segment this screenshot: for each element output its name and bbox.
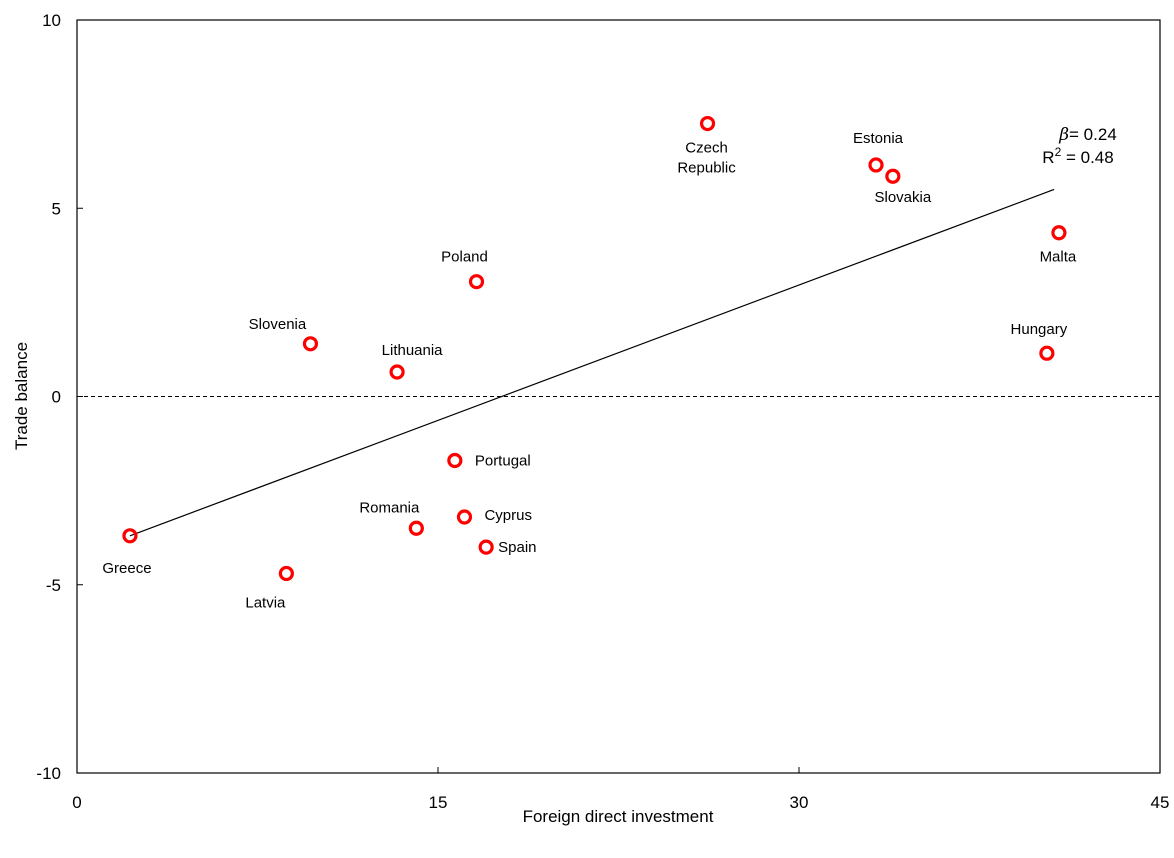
data-point <box>408 520 424 536</box>
point-label: Romania <box>359 499 420 516</box>
data-point <box>885 168 901 184</box>
point-label: Latvia <box>245 594 286 611</box>
data-point <box>468 274 485 290</box>
point-label: Slovakia <box>875 189 932 206</box>
point-label: Portugal <box>475 453 531 470</box>
beta-symbol: β <box>1058 125 1069 145</box>
r2-value: = 0.48 <box>1061 148 1113 167</box>
data-point <box>389 364 405 380</box>
x-axis-ticks: 0 15 30 45 <box>72 767 1169 812</box>
r2-superscript: 2 <box>1055 145 1062 159</box>
y-tick-label: 10 <box>42 11 61 30</box>
data-point <box>447 452 463 469</box>
point-label: Spain <box>498 539 536 556</box>
data-point <box>302 336 319 352</box>
point-label: Estonia <box>853 130 904 147</box>
x-tick-label: 15 <box>429 793 448 812</box>
y-tick-label: -5 <box>46 576 61 595</box>
x-tick-label: 45 <box>1151 793 1170 812</box>
point-label: Slovenia <box>249 316 307 333</box>
data-point <box>456 509 473 525</box>
data-point <box>1039 345 1055 361</box>
y-tick-label: 0 <box>52 388 61 407</box>
data-point <box>278 565 294 582</box>
data-points <box>122 115 1067 582</box>
point-label: Hungary <box>1011 321 1068 338</box>
x-tick-label: 0 <box>72 793 81 812</box>
point-labels: Greece Latvia Slovenia Lithuania Romania Port… <box>102 130 1077 612</box>
y-axis-ticks: 10 5 0 -5 -10 <box>36 11 83 783</box>
point-label: Poland <box>441 249 488 266</box>
data-point <box>699 115 716 132</box>
data-point <box>478 539 494 555</box>
y-tick-label: 5 <box>52 199 61 218</box>
x-axis-label: Foreign direct investment <box>523 807 714 826</box>
beta-value: = 0.24 <box>1069 125 1117 144</box>
y-axis-label: Trade balance <box>12 342 31 450</box>
beta-annotation: β= 0.24 <box>1058 125 1117 145</box>
point-label: Czech Republic <box>677 140 736 177</box>
y-tick-label: -10 <box>36 764 61 783</box>
point-label: Greece <box>102 560 151 577</box>
point-label: Lithuania <box>382 342 444 359</box>
point-label: Malta <box>1040 249 1077 266</box>
data-point <box>868 157 884 173</box>
regression-line <box>129 188 1055 537</box>
r2-base: R <box>1042 148 1054 167</box>
data-point <box>1051 225 1067 241</box>
point-label: Cyprus <box>484 507 532 524</box>
r2-annotation: R2 = 0.48 <box>1042 145 1113 167</box>
x-tick-label: 30 <box>790 793 809 812</box>
data-point <box>122 528 138 544</box>
